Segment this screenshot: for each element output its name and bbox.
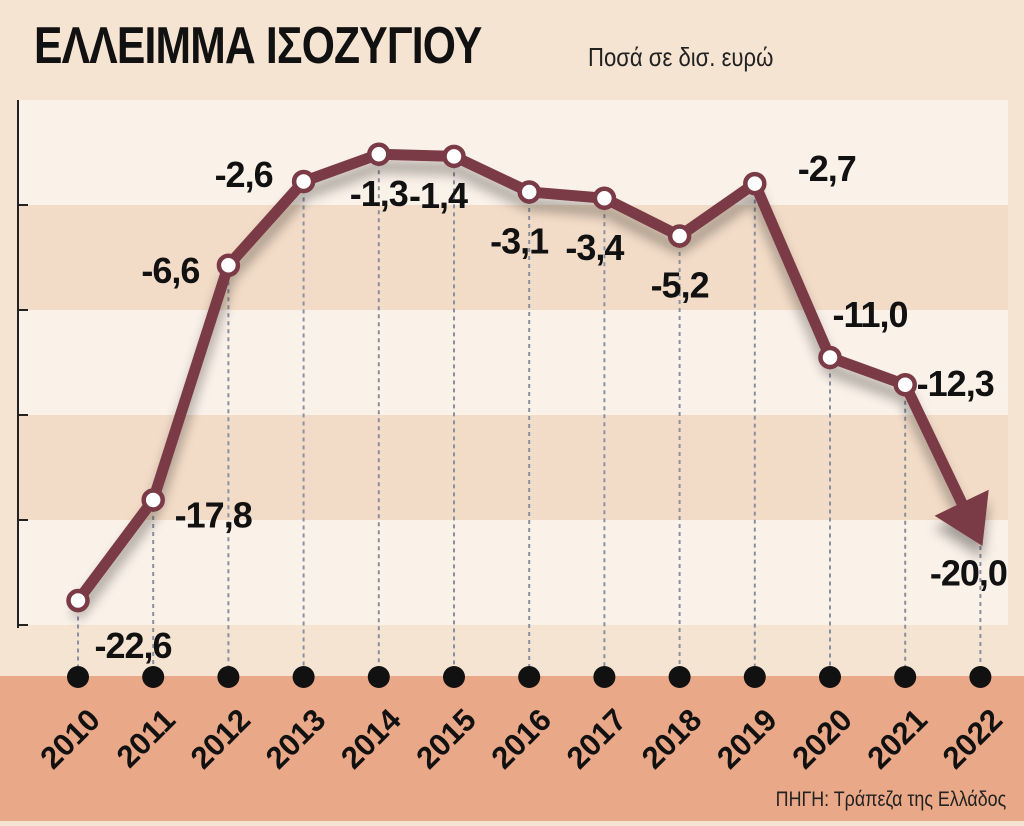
data-label: -3,4 xyxy=(565,227,624,268)
data-label: -2,6 xyxy=(215,154,273,195)
data-point xyxy=(893,372,917,397)
x-tick-dot xyxy=(894,666,917,688)
data-point xyxy=(141,488,165,512)
data-label: -11,0 xyxy=(832,294,907,335)
data-label: -20,0 xyxy=(930,553,1007,594)
x-tick-dot xyxy=(367,666,390,688)
plot-band xyxy=(18,415,1008,520)
series-arrow-head xyxy=(934,489,989,547)
data-label: -12,3 xyxy=(917,363,994,404)
data-point xyxy=(743,171,767,196)
data-point xyxy=(291,169,316,194)
x-tick-dot xyxy=(593,666,616,688)
x-tick-dot xyxy=(217,666,240,688)
data-point xyxy=(818,345,842,370)
y-axis xyxy=(17,100,28,628)
x-guides xyxy=(77,154,982,676)
chart-subtitle: Ποσά σε δισ. ευρώ xyxy=(588,42,774,72)
data-label: -3,1 xyxy=(490,220,549,261)
x-tick-dot xyxy=(67,666,89,688)
data-point xyxy=(216,253,241,278)
source-note: ΠΗΓΗ: Τράπεζα της Ελλάδος xyxy=(775,788,1006,811)
data-label: -6,6 xyxy=(141,250,199,291)
x-tick-dot xyxy=(292,666,315,688)
data-labels: -22,6 -17,8 -6,6 -2,6 -1,3 -1,4 -3,1 -3,4 -5,2 -2… xyxy=(94,148,1007,666)
x-tick-dot xyxy=(668,666,691,688)
plot-band xyxy=(18,205,1008,310)
x-tick-dot xyxy=(819,666,841,688)
x-tick-dot xyxy=(518,666,541,688)
data-label: -2,7 xyxy=(798,148,856,189)
data-point xyxy=(667,224,692,248)
data-label: -17,8 xyxy=(175,494,252,535)
series-path-final xyxy=(899,379,968,509)
data-label: -1,4 xyxy=(409,175,468,216)
x-tick-dot xyxy=(743,666,766,688)
data-label: -5,2 xyxy=(651,264,709,305)
series-markers xyxy=(66,142,917,613)
plot-bands xyxy=(18,100,1008,625)
data-point xyxy=(517,180,541,204)
x-tick-dot xyxy=(443,666,465,688)
data-label: -1,3 xyxy=(350,173,408,214)
data-point xyxy=(367,142,391,166)
series-line xyxy=(72,148,989,607)
data-point xyxy=(66,588,90,613)
plot-band xyxy=(18,520,1008,625)
chart-title: ΕΛΛΕΙΜΜΑ ΙΣΟΖΥΓΙΟΥ xyxy=(34,17,482,75)
series-path xyxy=(72,148,911,607)
data-label: -22,6 xyxy=(94,625,171,666)
data-point xyxy=(592,186,617,210)
footer-band xyxy=(0,676,1024,821)
x-tick-dot xyxy=(142,666,165,688)
x-tick-dot xyxy=(969,666,992,688)
data-point xyxy=(442,144,466,169)
